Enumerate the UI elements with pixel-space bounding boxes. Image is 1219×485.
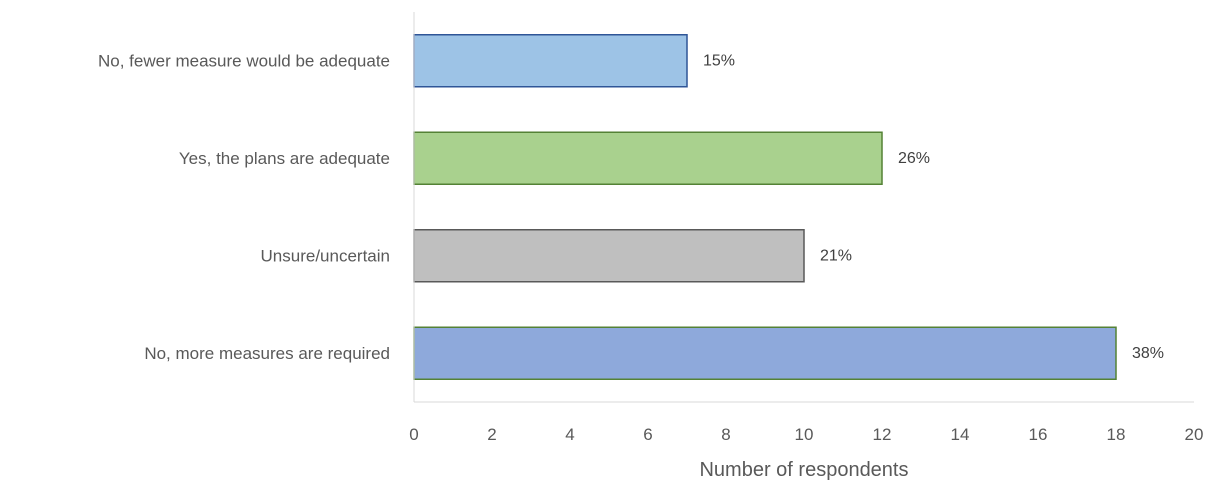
bar [413, 34, 688, 88]
x-tick-label: 8 [721, 425, 730, 444]
bar [413, 229, 805, 283]
x-tick-label: 2 [487, 425, 496, 444]
x-tick-label: 0 [409, 425, 418, 444]
x-tick-label: 4 [565, 425, 574, 444]
x-tick-label: 6 [643, 425, 652, 444]
data-label: 21% [820, 247, 852, 264]
data-label: 15% [703, 52, 735, 69]
x-tick-label: 18 [1107, 425, 1126, 444]
x-axis-title: Number of respondents [699, 459, 908, 481]
bar [413, 326, 1117, 380]
x-tick-label: 14 [951, 425, 970, 444]
plot-area: No, fewer measure would be adequate 15% Ye… [98, 34, 1204, 444]
data-label: 26% [898, 150, 930, 167]
category-label: No, more measures are required [144, 344, 390, 363]
x-tick-label: 12 [873, 425, 892, 444]
category-label: No, fewer measure would be adequate [98, 51, 390, 70]
x-tick-label: 20 [1185, 425, 1204, 444]
x-tick-label: 10 [795, 425, 814, 444]
category-label: Unsure/uncertain [261, 246, 390, 265]
category-label: Yes, the plans are adequate [179, 149, 390, 168]
bar [413, 131, 883, 185]
x-tick-label: 16 [1029, 425, 1048, 444]
data-label: 38% [1132, 345, 1164, 362]
